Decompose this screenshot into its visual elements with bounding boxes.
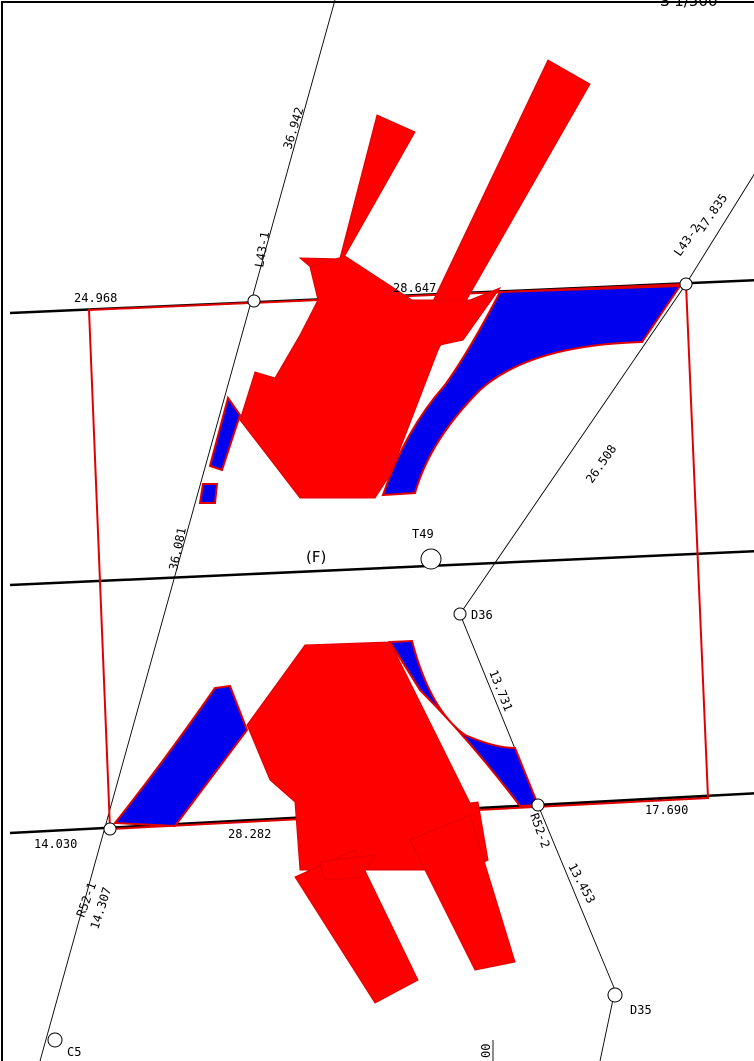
survey-points <box>47 277 693 1048</box>
road-line-middle <box>9 550 754 587</box>
bottom-fragment-label: 00 <box>479 1044 493 1058</box>
traverse-line-west <box>39 0 336 1061</box>
point-marker-t49 <box>420 548 442 570</box>
point-marker-r52-2 <box>531 798 545 812</box>
point-marker-d36 <box>453 607 467 621</box>
point-label-d35: D35 <box>630 1003 652 1017</box>
point-marker-l43-1 <box>247 294 261 308</box>
point-label-c5: C5 <box>67 1045 81 1059</box>
point-label-l43-1: L43-1 <box>252 231 272 269</box>
area-label: (F) <box>306 548 326 566</box>
point-marker-d35 <box>607 987 623 1003</box>
blue-area-top <box>198 284 682 504</box>
point-label-t49: T49 <box>412 527 434 541</box>
distance-label-26508: 26.508 <box>583 442 619 486</box>
point-marker-r52-1 <box>103 822 117 836</box>
red-structure-bottom <box>246 641 516 1004</box>
distance-label-14030: 14.030 <box>34 837 77 851</box>
point-marker-l43-2 <box>679 277 693 291</box>
distance-label-17690: 17.690 <box>645 803 688 817</box>
distance-label-28282: 28.282 <box>228 827 271 841</box>
blue-area-bottom <box>113 639 540 828</box>
point-marker-c5 <box>47 1032 63 1048</box>
distance-label-17835: 17.835 <box>694 191 730 235</box>
distance-label-24968: 24.968 <box>74 291 117 305</box>
distance-label-36942: 36.942 <box>280 105 306 151</box>
scale-label: S 1/500 <box>660 0 718 10</box>
point-label-d36: D36 <box>471 608 493 622</box>
distance-label-13731: 13.731 <box>486 668 515 713</box>
distance-label-28647: 28.647 <box>393 281 436 295</box>
distance-label-36081: 36.081 <box>166 526 189 571</box>
red-structure-top <box>239 59 591 499</box>
